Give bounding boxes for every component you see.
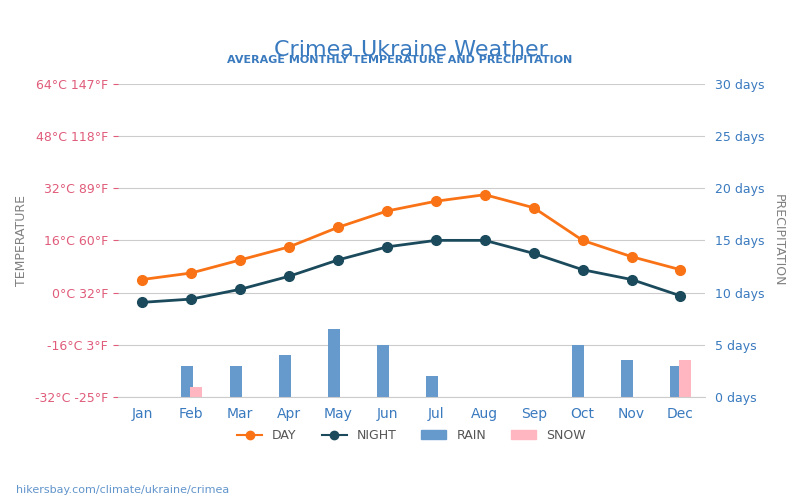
NIGHT	[431, 238, 441, 244]
Bar	[426, 376, 438, 397]
NIGHT	[284, 273, 294, 279]
NIGHT	[529, 250, 538, 256]
NIGHT	[186, 296, 196, 302]
NIGHT	[626, 276, 636, 282]
DAY	[480, 192, 490, 198]
Bar	[670, 366, 682, 397]
DAY	[334, 224, 343, 230]
Text: AVERAGE MONTHLY TEMPERATURE AND PRECIPITATION: AVERAGE MONTHLY TEMPERATURE AND PRECIPIT…	[227, 55, 573, 65]
Bar	[377, 345, 389, 397]
Y-axis label: PRECIPITATION: PRECIPITATION	[772, 194, 785, 286]
Bar	[230, 366, 242, 397]
Title: Crimea Ukraine Weather: Crimea Ukraine Weather	[274, 40, 548, 60]
NIGHT	[676, 293, 686, 299]
Bar	[279, 355, 291, 397]
DAY	[284, 244, 294, 250]
Bar	[181, 366, 193, 397]
Bar	[328, 329, 340, 397]
NIGHT	[578, 266, 587, 272]
DAY	[138, 276, 147, 282]
NIGHT	[138, 300, 147, 306]
Y-axis label: TEMPERATURE: TEMPERATURE	[15, 195, 28, 286]
DAY	[186, 270, 196, 276]
DAY	[529, 204, 538, 210]
NIGHT	[334, 257, 343, 263]
Bar	[678, 360, 690, 397]
Legend: DAY, NIGHT, RAIN, SNOW: DAY, NIGHT, RAIN, SNOW	[232, 424, 591, 447]
DAY	[676, 266, 686, 272]
DAY	[626, 254, 636, 260]
DAY	[235, 257, 245, 263]
NIGHT	[235, 286, 245, 292]
Bar	[190, 386, 202, 397]
Text: hikersbay.com/climate/ukraine/crimea: hikersbay.com/climate/ukraine/crimea	[16, 485, 230, 495]
Line: DAY: DAY	[138, 190, 686, 284]
DAY	[382, 208, 392, 214]
NIGHT	[480, 238, 490, 244]
Bar	[622, 360, 634, 397]
DAY	[578, 238, 587, 244]
Line: NIGHT: NIGHT	[138, 236, 686, 307]
DAY	[431, 198, 441, 204]
Bar	[572, 345, 584, 397]
NIGHT	[382, 244, 392, 250]
